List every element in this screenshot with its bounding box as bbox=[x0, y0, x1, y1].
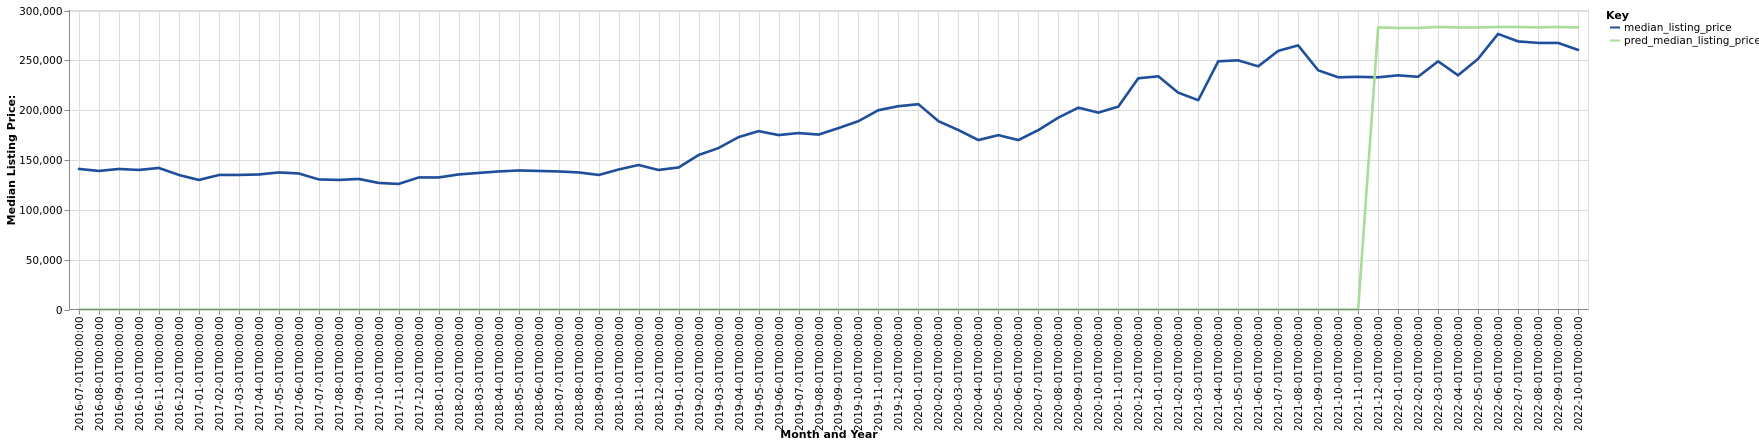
x-tick-label: 2017-02-01T00:00:00 bbox=[214, 317, 226, 432]
x-tick-label: 2020-09-01T00:00:00 bbox=[1073, 317, 1085, 432]
x-tick-label: 2016-11-01T00:00:00 bbox=[154, 317, 166, 432]
x-tick-label: 2022-03-01T00:00:00 bbox=[1433, 317, 1445, 432]
x-tick-label: 2021-04-01T00:00:00 bbox=[1213, 317, 1225, 432]
x-tick-label: 2018-07-01T00:00:00 bbox=[554, 317, 566, 432]
x-tick-label: 2019-11-01T00:00:00 bbox=[873, 317, 885, 432]
y-tick-label: 100,000 bbox=[19, 205, 62, 217]
x-tick-label: 2019-01-01T00:00:00 bbox=[674, 317, 686, 432]
x-tick-label: 2018-05-01T00:00:00 bbox=[514, 317, 526, 432]
y-tick-label: 250,000 bbox=[19, 55, 62, 67]
y-tick-label: 50,000 bbox=[26, 255, 63, 267]
x-tick-label: 2016-10-01T00:00:00 bbox=[134, 317, 146, 432]
x-tick-label: 2022-08-01T00:00:00 bbox=[1533, 317, 1545, 432]
x-tick-label: 2017-12-01T00:00:00 bbox=[414, 317, 426, 432]
x-tick-label: 2018-02-01T00:00:00 bbox=[454, 317, 466, 432]
x-tick-label: 2017-07-01T00:00:00 bbox=[314, 317, 326, 432]
x-tick-label: 2020-07-01T00:00:00 bbox=[1033, 317, 1045, 432]
x-tick-label: 2019-05-01T00:00:00 bbox=[754, 317, 766, 432]
x-tick-label: 2018-08-01T00:00:00 bbox=[574, 317, 586, 432]
x-tick-label: 2017-09-01T00:00:00 bbox=[354, 317, 366, 432]
x-tick-label: 2020-10-01T00:00:00 bbox=[1093, 317, 1105, 432]
x-tick-label: 2016-08-01T00:00:00 bbox=[94, 317, 106, 432]
legend-title: Key bbox=[1606, 9, 1629, 22]
x-tick-label: 2021-09-01T00:00:00 bbox=[1313, 317, 1325, 432]
x-tick-label: 2021-01-01T00:00:00 bbox=[1153, 317, 1165, 432]
x-tick-label: 2019-03-01T00:00:00 bbox=[714, 317, 726, 432]
x-tick-label: 2021-05-01T00:00:00 bbox=[1233, 317, 1245, 432]
series-line-median-listing-price bbox=[77, 32, 1580, 186]
x-tick-label: 2022-10-01T00:00:00 bbox=[1573, 317, 1585, 432]
x-tick-label: 2018-11-01T00:00:00 bbox=[634, 317, 646, 432]
y-axis: 0 50,000 100,000 150,000 200,000 250,000 300,0… bbox=[19, 6, 70, 317]
x-tick-label: 2019-08-01T00:00:00 bbox=[814, 317, 826, 432]
x-axis: 2016-07-01T00:00:00 2016-08-01T00:00:00 20… bbox=[74, 309, 1585, 432]
x-tick-label: 2016-09-01T00:00:00 bbox=[114, 317, 126, 432]
x-tick-label: 2017-10-01T00:00:00 bbox=[374, 317, 386, 432]
x-tick-label: 2021-06-01T00:00:00 bbox=[1253, 317, 1265, 432]
x-tick-label: 2021-02-01T00:00:00 bbox=[1173, 317, 1185, 432]
x-tick-label: 2017-05-01T00:00:00 bbox=[274, 317, 286, 432]
x-tick-label: 2019-09-01T00:00:00 bbox=[833, 317, 845, 432]
x-tick-label: 2016-12-01T00:00:00 bbox=[174, 317, 186, 432]
x-tick-label: 2018-03-01T00:00:00 bbox=[474, 317, 486, 432]
x-tick-label: 2020-11-01T00:00:00 bbox=[1113, 317, 1125, 432]
x-tick-label: 2022-07-01T00:00:00 bbox=[1513, 317, 1525, 432]
x-tick-label: 2021-11-01T00:00:00 bbox=[1353, 317, 1365, 432]
y-tick-label: 200,000 bbox=[19, 105, 62, 117]
x-tick-label: 2016-07-01T00:00:00 bbox=[74, 317, 86, 432]
x-tick-label: 2022-04-01T00:00:00 bbox=[1453, 317, 1465, 432]
x-tick-label: 2018-10-01T00:00:00 bbox=[614, 317, 626, 432]
x-axis-title: Month and Year bbox=[780, 428, 878, 441]
x-tick-label: 2018-09-01T00:00:00 bbox=[594, 317, 606, 432]
x-tick-label: 2019-10-01T00:00:00 bbox=[853, 317, 865, 432]
x-tick-label: 2022-01-01T00:00:00 bbox=[1393, 317, 1405, 432]
x-tick-label: 2022-09-01T00:00:00 bbox=[1553, 317, 1565, 432]
x-tick-label: 2022-06-01T00:00:00 bbox=[1493, 317, 1505, 432]
x-tick-label: 2021-08-01T00:00:00 bbox=[1293, 317, 1305, 432]
x-tick-label: 2021-07-01T00:00:00 bbox=[1273, 317, 1285, 432]
x-tick-label: 2018-06-01T00:00:00 bbox=[534, 317, 546, 432]
x-tick-label: 2019-07-01T00:00:00 bbox=[794, 317, 806, 432]
y-tick-label: 300,000 bbox=[19, 6, 62, 18]
x-tick-label: 2017-11-01T00:00:00 bbox=[394, 317, 406, 432]
x-tick-label: 2017-01-01T00:00:00 bbox=[194, 317, 206, 432]
x-tick-label: 2019-12-01T00:00:00 bbox=[893, 317, 905, 432]
x-tick-label: 2020-02-01T00:00:00 bbox=[933, 317, 945, 432]
x-tick-label: 2018-04-01T00:00:00 bbox=[494, 317, 506, 432]
x-tick-label: 2019-02-01T00:00:00 bbox=[694, 317, 706, 432]
x-tick-label: 2018-12-01T00:00:00 bbox=[654, 317, 666, 432]
x-tick-label: 2022-05-01T00:00:00 bbox=[1473, 317, 1485, 432]
x-tick-label: 2019-04-01T00:00:00 bbox=[734, 317, 746, 432]
y-tick-label: 150,000 bbox=[19, 155, 62, 167]
x-tick-label: 2021-10-01T00:00:00 bbox=[1333, 317, 1345, 432]
legend-label: median_listing_price bbox=[1624, 22, 1732, 34]
x-tick-label: 2020-12-01T00:00:00 bbox=[1133, 317, 1145, 432]
y-tick-label: 0 bbox=[56, 305, 63, 317]
x-tick-label: 2020-08-01T00:00:00 bbox=[1053, 317, 1065, 432]
x-tick-label: 2017-04-01T00:00:00 bbox=[254, 317, 266, 432]
x-tick-label: 2020-03-01T00:00:00 bbox=[953, 317, 965, 432]
x-tick-label: 2021-12-01T00:00:00 bbox=[1373, 317, 1385, 432]
gridlines bbox=[69, 10, 1589, 310]
x-tick-label: 2019-06-01T00:00:00 bbox=[774, 317, 786, 432]
x-tick-label: 2020-04-01T00:00:00 bbox=[973, 317, 985, 432]
x-tick-label: 2020-05-01T00:00:00 bbox=[993, 317, 1005, 432]
x-tick-label: 2020-06-01T00:00:00 bbox=[1013, 317, 1025, 432]
x-tick-label: 2022-02-01T00:00:00 bbox=[1413, 317, 1425, 432]
x-tick-label: 2017-08-01T00:00:00 bbox=[334, 317, 346, 432]
y-axis-title: Median Listing Price: bbox=[5, 95, 18, 226]
x-tick-label: 2021-03-01T00:00:00 bbox=[1193, 317, 1205, 432]
x-tick-label: 2020-01-01T00:00:00 bbox=[913, 317, 925, 432]
x-tick-label: 2018-01-01T00:00:00 bbox=[434, 317, 446, 432]
x-tick-label: 2017-06-01T00:00:00 bbox=[294, 317, 306, 432]
legend-label: pred_median_listing_price bbox=[1624, 35, 1759, 47]
legend: Key median_listing_pricepred_median_list… bbox=[1606, 9, 1759, 47]
x-tick-label: 2017-03-01T00:00:00 bbox=[234, 317, 246, 432]
